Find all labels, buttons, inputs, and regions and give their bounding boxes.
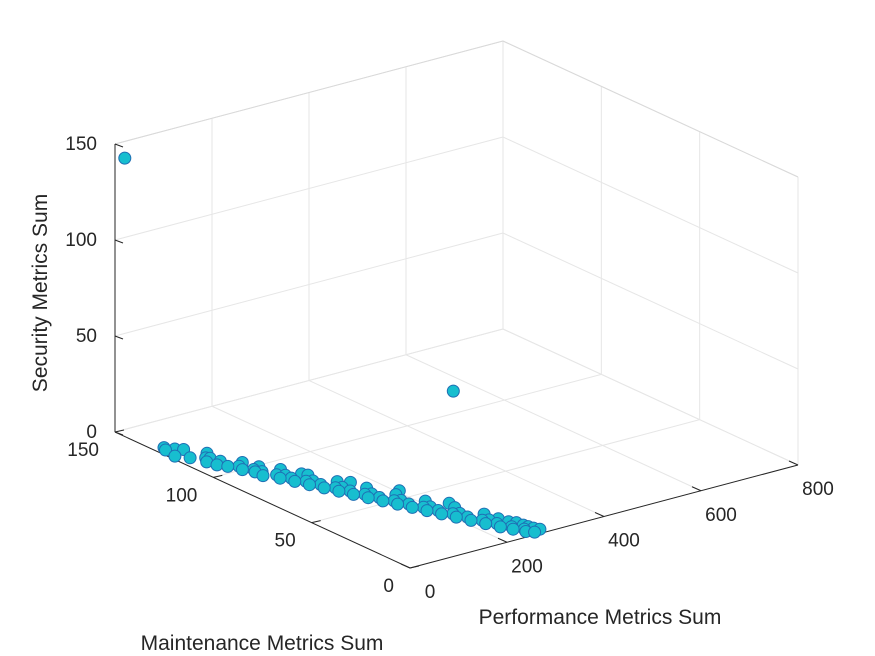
data-point (303, 478, 316, 492)
floor-grid-line (308, 380, 605, 517)
y-tick-label: 100 (166, 485, 198, 506)
floor-grid-line (213, 373, 602, 478)
back-wall-grid-line (114, 136, 504, 241)
data-point (493, 520, 507, 534)
data-point (317, 481, 331, 495)
x-tick-mark (497, 537, 508, 543)
x-tick-mark (594, 512, 605, 517)
data-point (479, 517, 493, 531)
x-tick-label: 200 (511, 556, 543, 577)
back-wall-grid-line (114, 232, 504, 337)
z-tick-label: 100 (65, 230, 97, 251)
data-point (210, 458, 224, 472)
data-point (347, 487, 360, 501)
z-tick-mark (114, 143, 124, 148)
y-tick-mark (311, 520, 321, 524)
frame-edge (502, 40, 799, 178)
z-axis-title: Security Metrics Sum (29, 194, 52, 392)
back-wall-grid-line (114, 328, 504, 433)
data-point (464, 513, 478, 527)
x-tick-label: 800 (802, 479, 834, 500)
right-wall-grid-line (502, 232, 799, 370)
data-point (420, 504, 434, 518)
data-point (446, 384, 460, 398)
frame-edge (114, 40, 504, 145)
data-point (449, 510, 463, 524)
data-point (506, 522, 520, 536)
x-tick-label: 400 (608, 531, 640, 552)
z-tick-label: 50 (76, 326, 97, 347)
data-point (118, 151, 132, 165)
y-tick-mark (409, 565, 420, 569)
x-tick-mark (400, 563, 411, 569)
x-axis-title: Performance Metrics Sum (479, 606, 722, 629)
data-point (528, 525, 542, 539)
y-tick-mark (213, 474, 223, 478)
x-tick-label: 0 (425, 582, 436, 603)
data-point (273, 471, 287, 485)
data-point (391, 497, 405, 511)
data-point (183, 451, 197, 465)
data-point (235, 463, 249, 477)
y-axis-title: Maintenance Metrics Sum (141, 632, 384, 655)
grid-lines (114, 40, 799, 569)
z-tick-mark (114, 431, 124, 436)
floor-grid-line (405, 354, 702, 492)
data-point (256, 469, 270, 483)
data-points (118, 151, 547, 539)
z-tick-label: 150 (65, 134, 97, 155)
right-wall-grid-line (502, 136, 799, 274)
y-tick-mark (114, 429, 125, 433)
floor-grid-line (311, 419, 700, 524)
z-tick-label: 0 (86, 422, 97, 443)
data-point (159, 443, 172, 457)
data-point (405, 500, 419, 514)
data-point (361, 491, 375, 505)
data-point (435, 507, 449, 521)
y-tick-label: 50 (275, 531, 296, 552)
y-tick-label: 0 (383, 576, 394, 597)
z-tick-mark (114, 239, 124, 244)
data-point (376, 494, 390, 508)
x-tick-label: 600 (705, 505, 737, 526)
right-wall-grid-line (502, 328, 799, 466)
data-point (332, 484, 346, 498)
data-point (221, 459, 235, 473)
x-tick-mark (691, 486, 702, 492)
x-tick-mark (788, 460, 799, 466)
z-tick-mark (114, 335, 124, 340)
data-point (168, 449, 182, 463)
y-tick-label: 150 (67, 440, 99, 461)
data-point (288, 474, 302, 488)
